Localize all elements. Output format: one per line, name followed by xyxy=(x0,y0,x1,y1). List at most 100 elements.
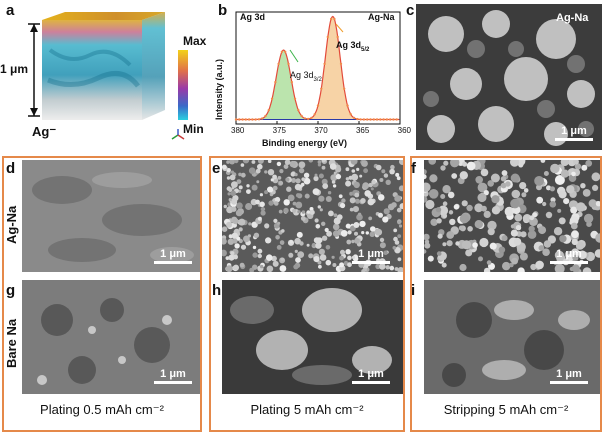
sem-grain xyxy=(312,188,320,195)
xps-data-point xyxy=(392,118,395,121)
sem-grain xyxy=(327,191,332,195)
sem-grain xyxy=(351,255,356,259)
sem-grain xyxy=(278,181,284,186)
sem-grain xyxy=(399,203,403,210)
sem-grain xyxy=(398,224,403,228)
sem-grain xyxy=(225,265,233,272)
sem-grain xyxy=(312,243,316,247)
sem-grain xyxy=(280,257,284,261)
sem-grain xyxy=(481,205,487,212)
sem-grain xyxy=(399,160,403,165)
sem-grain xyxy=(306,210,311,214)
xps-data-point xyxy=(254,118,257,121)
sem-grain xyxy=(240,244,247,250)
panel-f-sem-image xyxy=(424,160,600,272)
sem-grain xyxy=(230,190,236,197)
xps-data-point xyxy=(343,87,346,91)
sem-grain xyxy=(313,175,319,182)
sem-grain xyxy=(283,207,289,214)
axes-triad-icon xyxy=(171,129,185,140)
sem-grain xyxy=(542,248,550,256)
panel-g-sem-image xyxy=(22,280,200,394)
sem-grain xyxy=(346,239,352,245)
xps-data-point xyxy=(307,117,310,121)
sem-grain xyxy=(424,174,427,180)
sem-grain xyxy=(276,245,282,250)
sem-grain xyxy=(578,250,587,260)
sem-grain xyxy=(277,176,282,180)
sem-grain xyxy=(536,196,544,204)
xps-data-point xyxy=(241,118,244,121)
xps-data-point xyxy=(336,35,339,39)
sem-grain xyxy=(383,173,389,178)
sem-grain xyxy=(538,226,547,235)
sem-grain xyxy=(255,168,261,174)
sem-grain xyxy=(246,189,251,194)
sem-grain xyxy=(442,242,447,247)
sem-grain xyxy=(251,184,258,191)
sem-grain xyxy=(510,229,518,237)
xps-data-point xyxy=(326,35,329,39)
xps-xticks: 380 375 370 365 360 xyxy=(231,126,411,135)
sem-grain xyxy=(288,252,294,258)
sem-grain xyxy=(356,167,360,171)
xps-data-point xyxy=(310,116,313,120)
xps-data-point xyxy=(385,118,389,121)
xps-data-point xyxy=(280,50,284,53)
xps-data-point xyxy=(379,118,382,121)
sem-grain xyxy=(491,206,501,215)
sem-grain xyxy=(340,202,346,209)
xps-data-point xyxy=(297,108,300,112)
panel-i-sem-image xyxy=(424,280,600,394)
sem-grain xyxy=(368,182,373,188)
peak-3d32-fill xyxy=(254,50,313,120)
sem-grain xyxy=(272,174,277,180)
sem-grain xyxy=(321,178,328,185)
sem-grain xyxy=(315,242,322,249)
sem-grain xyxy=(292,208,297,213)
sem-grain xyxy=(321,235,328,241)
sem-grain xyxy=(554,263,565,272)
panel-a-thickness-label: 1 μm xyxy=(0,62,29,76)
sem-grain xyxy=(361,160,368,167)
panel-d-sem-image xyxy=(22,160,200,272)
sem-grain xyxy=(351,169,356,173)
sem-grain xyxy=(233,254,238,260)
sem-grain xyxy=(255,199,260,205)
sem-grain xyxy=(353,181,360,189)
sem-grain xyxy=(462,161,468,167)
sem-grain xyxy=(231,206,237,212)
sem-grain xyxy=(322,183,329,189)
sem-grain xyxy=(392,246,397,250)
sem-grain xyxy=(319,208,323,212)
sem-grain xyxy=(296,231,303,238)
cube-front-face xyxy=(42,20,142,120)
sem-grain xyxy=(427,255,434,262)
sem-grain xyxy=(475,176,483,184)
sem-grain xyxy=(279,265,287,272)
sem-grain xyxy=(425,199,435,210)
sem-grain xyxy=(297,251,305,258)
sem-grain xyxy=(545,211,553,219)
sem-grain xyxy=(588,199,597,208)
sem-grain xyxy=(450,160,460,168)
sem-grain xyxy=(440,194,446,199)
xps-data-point xyxy=(257,118,261,121)
sem-grain xyxy=(396,207,402,213)
sem-grain xyxy=(299,241,304,246)
xps-data-point xyxy=(333,17,336,21)
sem-grain xyxy=(347,230,352,235)
sem-grain xyxy=(530,263,537,271)
sem-grain xyxy=(264,190,269,195)
sem-grain xyxy=(436,218,442,224)
sem-grain xyxy=(235,209,243,217)
xps-data-point xyxy=(264,114,267,118)
sem-grain xyxy=(313,237,320,244)
sem-grain xyxy=(238,185,243,190)
sem-grain xyxy=(369,231,375,237)
sem-grain xyxy=(309,209,315,215)
sem-grain xyxy=(283,164,289,169)
xps-data-point xyxy=(270,97,274,101)
sem-grain xyxy=(259,193,263,197)
sem-grain xyxy=(574,163,582,170)
